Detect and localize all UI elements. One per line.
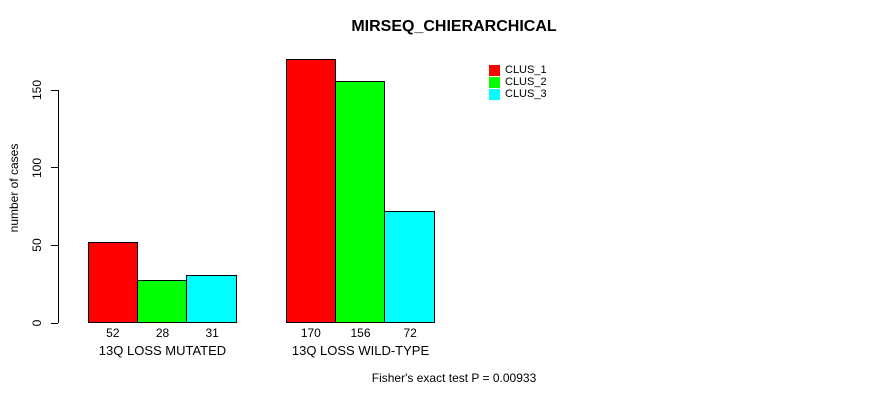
y-axis-label: number of cases — [7, 143, 21, 233]
chart-title: MIRSEQ_CHIERARCHICAL — [351, 18, 557, 35]
y-tick-label: 50 — [29, 238, 44, 252]
y-axis-tick — [51, 167, 58, 169]
legend-swatch — [489, 89, 500, 100]
y-axis-tick — [51, 322, 58, 324]
bar-clus_3-group2 — [384, 211, 435, 323]
x-category-label: 13Q LOSS WILD-TYPE — [291, 343, 430, 358]
x-category-label: 13Q LOSS MUTATED — [98, 343, 227, 358]
y-tick-label: 100 — [29, 157, 44, 178]
y-axis-line — [58, 90, 59, 323]
legend-label: CLUS_3 — [505, 88, 547, 100]
bar-value-label: 28 — [155, 326, 170, 340]
bar-value-label: 52 — [106, 326, 120, 340]
bar-value-label: 170 — [300, 326, 321, 340]
bar-clus_1-group2 — [286, 58, 336, 323]
y-axis-tick — [51, 244, 58, 246]
legend-swatch — [489, 65, 500, 76]
bar-clus_2-group1 — [136, 279, 188, 323]
bar-clus_1-group1 — [88, 242, 138, 323]
bar-value-label: 156 — [350, 326, 371, 340]
bar-clus_2-group2 — [334, 80, 386, 323]
y-tick-label: 150 — [29, 79, 44, 101]
legend-label: CLUS_1 — [505, 64, 547, 76]
legend-label: CLUS_2 — [505, 76, 547, 88]
y-tick-label: 0 — [29, 319, 44, 327]
bar-value-label: 31 — [205, 326, 219, 340]
y-axis-tick — [51, 89, 58, 91]
bar-value-label: 72 — [403, 326, 417, 340]
fisher-test-footnote: Fisher's exact test P = 0.00933 — [371, 371, 537, 385]
bar-clus_3-group1 — [186, 274, 237, 323]
legend-swatch — [489, 77, 500, 88]
